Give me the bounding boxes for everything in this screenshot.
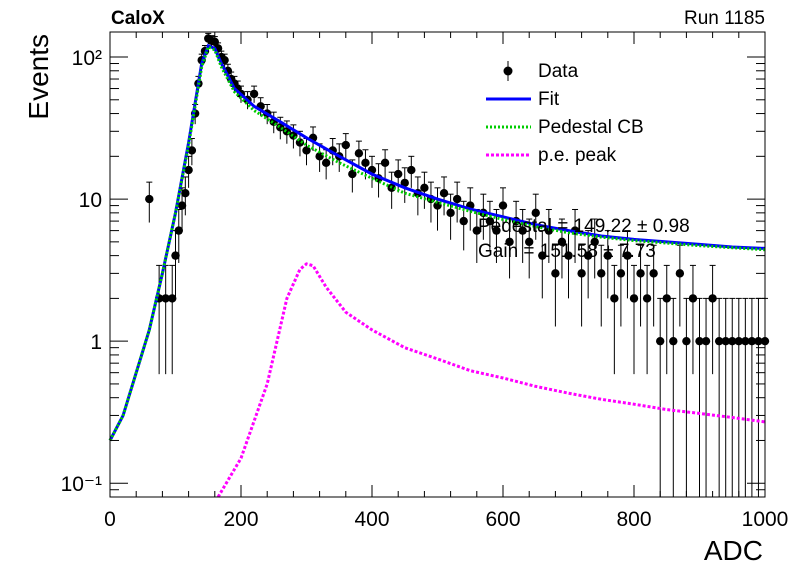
data-point bbox=[669, 297, 678, 497]
data-point bbox=[741, 297, 750, 497]
curve-fit bbox=[108, 43, 766, 442]
data-point bbox=[341, 133, 350, 160]
data-point bbox=[439, 176, 449, 216]
axes: 0 200 400 600 800 1000 10⁻¹ 1 10 10² bbox=[61, 32, 789, 531]
data-point bbox=[387, 171, 396, 209]
curve-p-e-peak bbox=[216, 262, 766, 498]
plot-frame bbox=[109, 31, 766, 498]
data-point bbox=[701, 297, 711, 497]
experiment-label: CaloX bbox=[111, 8, 165, 29]
data-point bbox=[610, 264, 619, 375]
data-point bbox=[577, 244, 586, 327]
x-tick-label: 400 bbox=[354, 508, 389, 531]
y-axis-title: Events bbox=[23, 34, 54, 120]
data-point bbox=[407, 155, 416, 188]
legend-label: Fit bbox=[538, 89, 560, 110]
x-tick-label: 1000 bbox=[742, 508, 789, 531]
data-point bbox=[492, 208, 501, 263]
legend-label: p.e. peak bbox=[538, 145, 617, 166]
data-point bbox=[210, 36, 219, 48]
y-tick-label: 10⁻¹ bbox=[61, 473, 102, 496]
data-point bbox=[675, 244, 685, 327]
fit-pedestal-text: Pedestal = 149.22 ± 0.98 bbox=[478, 216, 690, 237]
x-tick-label: 200 bbox=[223, 508, 258, 531]
data-point bbox=[616, 244, 626, 327]
data-point bbox=[400, 167, 409, 203]
data-point bbox=[394, 159, 403, 193]
data-point bbox=[597, 244, 606, 327]
data-point bbox=[623, 230, 632, 299]
data-point bbox=[662, 264, 671, 375]
fit-gain-text: Gain = 151.58 ± 7.73 bbox=[478, 241, 656, 262]
data-point bbox=[348, 159, 357, 193]
data-point bbox=[728, 297, 737, 497]
legend-label: Pedestal CB bbox=[538, 117, 644, 138]
x-tick-label: 0 bbox=[104, 508, 116, 531]
legend-item-p-e-peak: p.e. peak bbox=[486, 145, 617, 166]
data-point bbox=[485, 200, 495, 251]
data-point bbox=[583, 230, 593, 299]
data-point bbox=[734, 297, 743, 497]
y-tick-label: 1 bbox=[90, 331, 102, 354]
data-point bbox=[721, 297, 730, 497]
data-point bbox=[714, 297, 724, 497]
data-point bbox=[708, 264, 717, 375]
data-point bbox=[380, 149, 390, 180]
data-point bbox=[174, 208, 183, 263]
data-point bbox=[695, 297, 704, 497]
data-point bbox=[498, 187, 508, 231]
data-point bbox=[161, 264, 170, 375]
data-point bbox=[538, 230, 547, 299]
legend-item-data: Data bbox=[503, 61, 579, 82]
curve-pedestal-cb bbox=[108, 44, 766, 442]
plot-marks bbox=[145, 32, 770, 497]
data-point bbox=[590, 218, 599, 279]
data-point bbox=[688, 264, 698, 375]
data-point bbox=[452, 181, 462, 223]
data-point bbox=[145, 181, 154, 223]
x-axis-title: ADC bbox=[704, 535, 763, 566]
data-point bbox=[682, 297, 691, 497]
data-point bbox=[518, 208, 527, 263]
data-point bbox=[249, 85, 259, 103]
data-point bbox=[168, 264, 177, 375]
data-point bbox=[220, 53, 229, 67]
data-point bbox=[354, 140, 364, 169]
y-tick-label: 10² bbox=[72, 47, 102, 70]
run-label: Run 1185 bbox=[684, 8, 765, 29]
data-point bbox=[603, 230, 612, 299]
data-point bbox=[649, 244, 658, 327]
legend-item-fit: Fit bbox=[486, 89, 560, 110]
fit-curves bbox=[108, 43, 766, 498]
data-point bbox=[656, 297, 665, 497]
y-tick-label: 10 bbox=[79, 189, 102, 212]
x-tick-label: 600 bbox=[485, 508, 520, 531]
data-point bbox=[551, 244, 560, 327]
data-point bbox=[642, 264, 652, 375]
x-tick-label: 800 bbox=[616, 508, 651, 531]
legend-label: Data bbox=[538, 61, 579, 82]
data-point bbox=[629, 264, 639, 375]
data-point bbox=[531, 193, 540, 240]
legend-item-pedestal-cb: Pedestal CB bbox=[486, 117, 644, 138]
data-point bbox=[636, 244, 645, 327]
data-point bbox=[747, 297, 757, 497]
data-point bbox=[525, 218, 534, 279]
data-point bbox=[420, 171, 429, 209]
legend: Data Fit Pedestal CB p.e. peak bbox=[486, 61, 644, 166]
